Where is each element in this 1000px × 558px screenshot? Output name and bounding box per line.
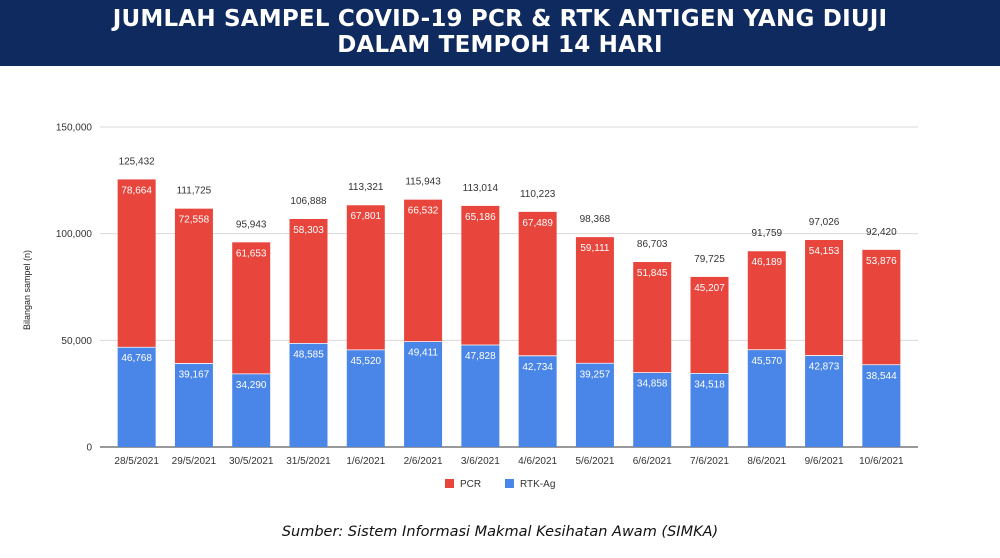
legend-swatch bbox=[505, 479, 514, 488]
x-tick-label: 1/6/2021 bbox=[346, 456, 385, 467]
y-tick-label: 0 bbox=[86, 443, 92, 454]
legend-label: PCR bbox=[460, 479, 481, 490]
data-label-rtk-ag: 34,518 bbox=[694, 379, 725, 390]
x-tick-label: 31/5/2021 bbox=[286, 456, 331, 467]
data-label-pcr: 61,653 bbox=[236, 248, 267, 259]
bar-pcr bbox=[747, 251, 786, 350]
data-label-rtk-ag: 39,257 bbox=[580, 369, 611, 380]
data-label-rtk-ag: 49,411 bbox=[408, 348, 438, 359]
legend-label: RTK-Ag bbox=[520, 479, 555, 490]
data-label-pcr: 67,489 bbox=[522, 218, 553, 229]
bar-pcr bbox=[404, 199, 443, 342]
bar-rtk-ag bbox=[862, 364, 901, 447]
bar-pcr bbox=[346, 205, 385, 350]
bar-rtk-ag bbox=[232, 373, 271, 447]
total-label: 111,725 bbox=[177, 186, 212, 197]
x-tick-label: 6/6/2021 bbox=[633, 456, 672, 467]
total-label: 97,026 bbox=[809, 217, 840, 228]
data-label-pcr: 67,801 bbox=[350, 211, 381, 222]
x-tick-label: 30/5/2021 bbox=[229, 456, 274, 467]
data-label-pcr: 45,207 bbox=[694, 283, 725, 294]
total-label: 106,888 bbox=[290, 196, 327, 207]
data-label-rtk-ag: 42,873 bbox=[809, 362, 840, 373]
x-tick-label: 8/6/2021 bbox=[747, 456, 786, 467]
data-label-pcr: 51,845 bbox=[637, 268, 668, 279]
x-tick-label: 2/6/2021 bbox=[404, 456, 443, 467]
bar-pcr bbox=[174, 208, 213, 364]
x-tick-label: 5/6/2021 bbox=[575, 456, 614, 467]
bar-rtk-ag bbox=[575, 363, 614, 447]
data-label-rtk-ag: 39,167 bbox=[179, 369, 210, 380]
total-label: 115,943 bbox=[405, 177, 441, 188]
data-label-rtk-ag: 34,858 bbox=[637, 379, 668, 390]
bar-pcr bbox=[232, 242, 271, 374]
total-label: 86,703 bbox=[637, 239, 668, 250]
total-label: 113,014 bbox=[463, 183, 499, 194]
total-label: 95,943 bbox=[236, 219, 267, 230]
bar-pcr bbox=[690, 276, 729, 374]
x-tick-label: 29/5/2021 bbox=[172, 456, 217, 467]
x-tick-label: 10/6/2021 bbox=[859, 456, 904, 467]
chart-title-line-2: DALAM TEMPOH 14 HARI bbox=[337, 32, 663, 58]
bar-pcr bbox=[518, 211, 557, 356]
data-label-rtk-ag: 45,570 bbox=[751, 356, 782, 367]
total-label: 79,725 bbox=[694, 254, 725, 265]
y-tick-label: 50,000 bbox=[61, 336, 92, 347]
data-label-pcr: 53,876 bbox=[866, 256, 897, 267]
bar-pcr bbox=[117, 179, 156, 348]
data-label-pcr: 54,153 bbox=[809, 246, 840, 257]
x-tick-label: 7/6/2021 bbox=[690, 456, 729, 467]
data-label-rtk-ag: 42,734 bbox=[522, 362, 553, 373]
chart-title-banner: JUMLAH SAMPEL COVID-19 PCR & RTK ANTIGEN… bbox=[0, 0, 1000, 66]
total-label: 98,368 bbox=[580, 214, 611, 225]
data-label-rtk-ag: 45,520 bbox=[350, 356, 381, 367]
chart-title-line-1: JUMLAH SAMPEL COVID-19 PCR & RTK ANTIGEN… bbox=[112, 6, 888, 32]
bar-rtk-ag bbox=[461, 344, 500, 447]
bar-pcr bbox=[575, 237, 614, 364]
x-tick-label: 4/6/2021 bbox=[518, 456, 557, 467]
x-tick-label: 3/6/2021 bbox=[461, 456, 500, 467]
bar-rtk-ag bbox=[289, 343, 328, 447]
bar-rtk-ag bbox=[633, 372, 672, 447]
x-tick-label: 28/5/2021 bbox=[114, 456, 159, 467]
bar-pcr bbox=[633, 262, 672, 373]
total-label: 125,432 bbox=[119, 156, 156, 167]
bar-pcr bbox=[461, 205, 500, 345]
bar-rtk-ag bbox=[404, 341, 443, 447]
bar-rtk-ag bbox=[346, 349, 385, 447]
y-tick-label: 100,000 bbox=[56, 229, 93, 240]
data-label-pcr: 72,558 bbox=[179, 215, 210, 226]
total-label: 91,759 bbox=[751, 228, 782, 239]
data-label-rtk-ag: 34,290 bbox=[236, 380, 267, 391]
data-label-rtk-ag: 48,585 bbox=[293, 349, 324, 360]
bar-pcr bbox=[289, 218, 328, 344]
bar-pcr bbox=[805, 240, 844, 356]
stacked-bar-chart: 0 50,000 100,000 150,000 46,768 78,664 125,432… bbox=[56, 123, 918, 490]
data-label-pcr: 78,664 bbox=[121, 185, 152, 196]
bar-rtk-ag bbox=[690, 373, 729, 447]
total-label: 92,420 bbox=[866, 227, 897, 238]
bar-rtk-ag bbox=[747, 349, 786, 447]
data-label-pcr: 66,532 bbox=[408, 206, 439, 217]
x-tick-label: 9/6/2021 bbox=[805, 456, 844, 467]
total-label: 113,321 bbox=[348, 182, 384, 193]
y-tick-label: 150,000 bbox=[56, 123, 93, 134]
bar-rtk-ag bbox=[117, 347, 156, 447]
total-label: 110,223 bbox=[520, 189, 556, 200]
data-label-pcr: 46,189 bbox=[751, 257, 782, 268]
bar-rtk-ag bbox=[174, 363, 213, 447]
data-label-pcr: 58,303 bbox=[293, 225, 324, 236]
bar-rtk-ag bbox=[805, 355, 844, 447]
data-label-rtk-ag: 47,828 bbox=[465, 351, 496, 362]
source-note: Sumber: Sistem Informasi Makmal Kesihata… bbox=[281, 524, 719, 540]
data-label-pcr: 59,111 bbox=[580, 243, 610, 254]
legend-swatch bbox=[445, 479, 454, 488]
data-label-rtk-ag: 38,544 bbox=[866, 371, 897, 382]
bar-pcr bbox=[862, 249, 901, 365]
bar-rtk-ag bbox=[518, 355, 557, 447]
data-label-rtk-ag: 46,768 bbox=[121, 353, 152, 364]
data-label-pcr: 65,186 bbox=[465, 212, 496, 223]
